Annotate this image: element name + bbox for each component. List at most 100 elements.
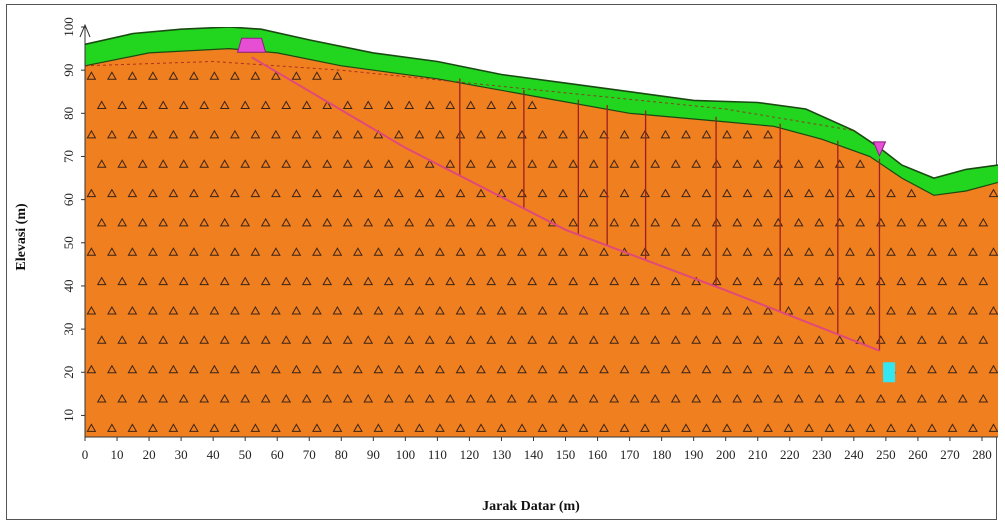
rock-hatch-symbol [240, 217, 251, 227]
rock-hatch-symbol [178, 335, 189, 344]
rock-hatch-symbol [168, 305, 179, 315]
rock-hatch-symbol [86, 71, 97, 80]
x-tick-label: 240 [844, 447, 864, 462]
rock-hatch-symbol [312, 129, 322, 139]
rock-hatch-symbol [168, 247, 179, 256]
rock-hatch-symbol [681, 129, 691, 139]
x-tick-label: 150 [556, 447, 576, 462]
rock-hatch-symbol [260, 393, 271, 403]
rock-hatch-symbol [701, 364, 712, 374]
rock-hatch-symbol [86, 423, 97, 432]
rock-hatch-symbol [86, 305, 97, 315]
rock-hatch-symbol [363, 217, 374, 227]
rock-hatch-symbol [353, 129, 363, 139]
rock-hatch-symbol [178, 217, 189, 227]
rock-hatch-symbol [517, 423, 527, 432]
rock-hatch-symbol [86, 247, 97, 256]
rock-hatch-symbol [660, 423, 671, 432]
rock-hatch-symbol [588, 276, 599, 286]
rock-hatch-symbol [732, 159, 743, 168]
rock-hatch-symbol [988, 423, 998, 432]
rock-hatch-symbol [599, 247, 609, 256]
rock-hatch-symbol [547, 393, 558, 403]
rock-hatch-symbol [896, 217, 907, 227]
rock-hatch-symbol [763, 188, 773, 198]
rock-hatch-symbol [752, 393, 763, 403]
rock-hatch-symbol [588, 217, 599, 227]
rock-hatch-symbol [968, 423, 978, 432]
rock-hatch-symbol [609, 393, 620, 403]
x-tick-label: 200 [716, 447, 736, 462]
rock-hatch-symbol [230, 129, 240, 139]
rock-hatch-symbol [486, 276, 497, 286]
rock-hatch-symbol [476, 247, 486, 256]
rock-hatch-symbol [363, 393, 374, 403]
rock-hatch-symbol [691, 393, 702, 403]
rock-hatch-symbol [301, 335, 312, 344]
axes-group: 0 10 20 30 40 50 60 70 80 90 100 110 120 130 140 150 160… [61, 17, 998, 462]
rock-hatch-symbol [383, 217, 394, 227]
rock-hatch-symbol [752, 159, 763, 168]
rock-hatch-symbol [629, 335, 640, 344]
rock-hatch-symbol [240, 100, 251, 109]
rock-hatch-symbol [96, 159, 107, 168]
rock-hatch-symbol [650, 159, 661, 168]
rock-hatch-symbol [168, 188, 179, 198]
rock-hatch-symbol [701, 305, 712, 315]
rock-hatch-symbol [886, 305, 896, 315]
rock-hatch-symbol [691, 335, 702, 344]
rock-hatch-symbol [650, 276, 661, 286]
x-tick-label: 60 [271, 447, 284, 462]
rock-hatch-symbol [537, 423, 548, 432]
rock-hatch-symbol [619, 188, 630, 198]
rock-hatch-symbol [916, 217, 927, 227]
rock-hatch-symbol [957, 335, 968, 344]
rock-hatch-symbol [424, 276, 435, 286]
rock-hatch-symbol [465, 393, 476, 403]
rock-hatch-symbol [168, 71, 179, 80]
rock-hatch-symbol [496, 129, 507, 139]
rock-hatch-symbol [814, 335, 825, 344]
rock-hatch-symbol [465, 159, 476, 168]
rock-hatch-symbol [117, 335, 128, 344]
x-tick-label: 210 [748, 447, 768, 462]
x-tick-label: 260 [908, 447, 928, 462]
rock-hatch-symbol [506, 159, 517, 168]
rock-hatch-symbol [476, 129, 486, 139]
rock-hatch-symbol [783, 247, 794, 256]
rock-hatch-symbol [804, 188, 814, 198]
rock-hatch-symbol [722, 247, 732, 256]
rock-hatch-symbol [568, 217, 579, 227]
rock-hatch-symbol [240, 276, 251, 286]
rock-hatch-symbol [681, 247, 691, 256]
slip-surface-line [251, 56, 880, 352]
rock-hatch-symbol [927, 247, 937, 256]
rock-hatch-symbol [86, 188, 97, 198]
rock-hatch-symbol [906, 423, 917, 432]
rock-hatch-symbol [547, 159, 558, 168]
x-tick-label: 190 [684, 447, 704, 462]
rock-hatch-symbol [158, 276, 169, 286]
rock-hatch-symbol [86, 129, 97, 139]
rock-hatch-symbol [414, 364, 425, 374]
rock-hatch-symbol [916, 393, 927, 403]
x-tick-label: 120 [460, 447, 480, 462]
rock-hatch-symbol [168, 423, 179, 432]
rock-hatch-symbol [127, 129, 138, 139]
rock-hatch-symbol [107, 423, 117, 432]
rock-hatch-symbol [937, 335, 948, 344]
rock-hatch-symbol [281, 100, 292, 109]
rock-hatch-symbol [383, 276, 394, 286]
rock-hatch-symbol [394, 188, 404, 198]
rock-hatch-symbol [681, 364, 691, 374]
rock-hatch-symbol [332, 423, 343, 432]
rock-hatch-symbol [394, 364, 404, 374]
rock-hatch-symbol [199, 393, 210, 403]
rock-hatch-symbol [865, 423, 876, 432]
rock-hatch-symbol [629, 276, 640, 286]
rock-hatch-symbol [291, 364, 302, 374]
y-tick-label: 80 [61, 107, 76, 120]
rock-hatch-symbol [189, 71, 199, 80]
rock-hatch-symbol [906, 364, 917, 374]
rock-hatch-symbol [86, 364, 97, 374]
